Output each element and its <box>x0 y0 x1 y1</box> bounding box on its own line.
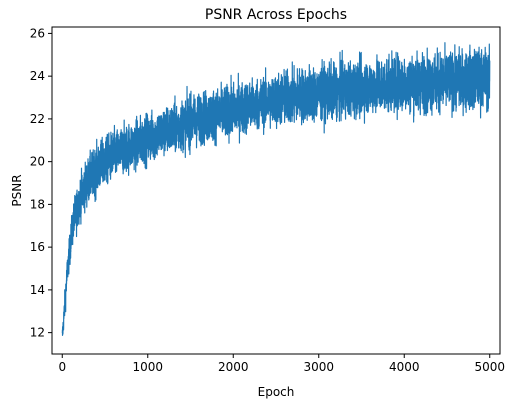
x-axis-ticks: 0 1000 2000 3000 4000 5000 <box>58 354 505 374</box>
y-tick-label: 18 <box>30 197 45 211</box>
plot-area <box>61 42 491 336</box>
x-tick-label: 3000 <box>303 360 334 374</box>
x-tick-label: 1000 <box>132 360 163 374</box>
x-tick-label: 2000 <box>218 360 249 374</box>
x-axis-label: Epoch <box>258 385 295 399</box>
x-tick-label: 4000 <box>389 360 420 374</box>
x-tick-label: 0 <box>58 360 66 374</box>
plot-frame <box>51 26 501 355</box>
y-tick-label: 12 <box>30 326 45 340</box>
y-tick-label: 16 <box>30 240 45 254</box>
y-tick-label: 22 <box>30 112 45 126</box>
y-axis-label: PSNR <box>10 174 24 206</box>
y-tick-label: 20 <box>30 155 45 169</box>
y-tick-label: 26 <box>30 26 45 40</box>
y-tick-label: 24 <box>30 69 45 83</box>
chart-title: PSNR Across Epochs <box>205 7 347 23</box>
y-tick-label: 14 <box>30 283 45 297</box>
psnr-series-line <box>61 42 491 336</box>
y-axis-ticks: 12 14 16 18 20 22 24 26 <box>30 26 52 340</box>
x-tick-label: 5000 <box>474 360 505 374</box>
